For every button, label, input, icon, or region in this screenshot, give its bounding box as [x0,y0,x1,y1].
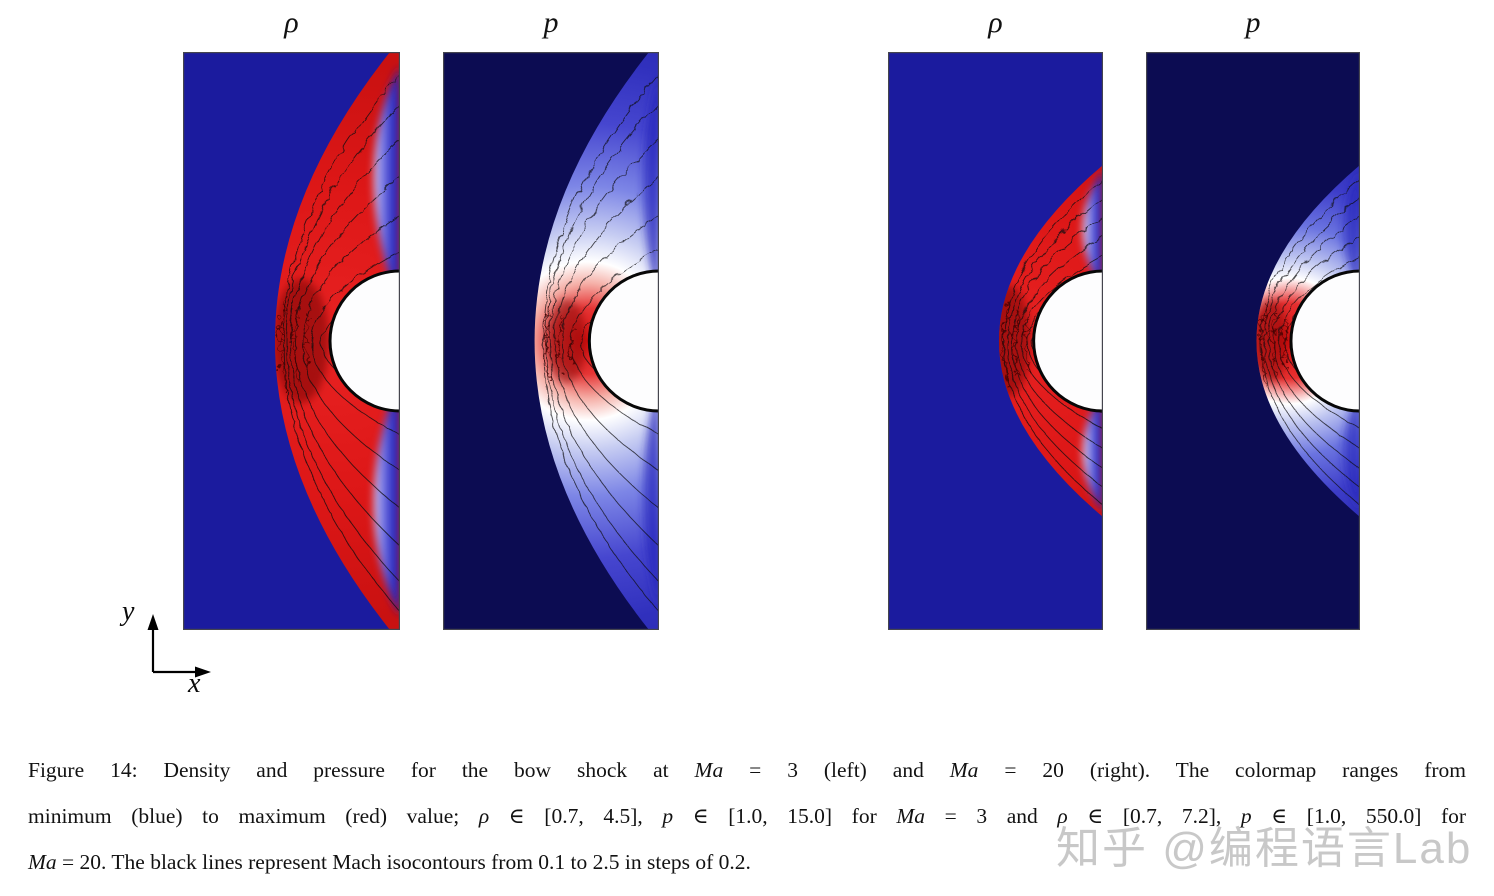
downstream-deepblue-top [642,74,659,302]
body-disc [1289,269,1360,413]
panel-density-ma3 [183,52,400,630]
panel-border [443,52,659,630]
panel-pressure-ma3 [443,52,659,630]
figure-caption: Figure 14: Density and pressure for the … [28,747,1466,885]
x-axis-arrowhead-icon [195,666,211,678]
body-disc [587,269,659,413]
y-axis-label: y [122,596,135,627]
body-disc [1032,269,1103,413]
stagnation-contour-noise [999,296,1026,386]
panel-border [888,52,1103,630]
x-axis-label: x [188,668,201,699]
body-disc [328,269,400,413]
panel-title-pressure-ma20: p [1245,6,1261,39]
caption-line-1: Figure 14: Density and pressure for the … [28,758,1466,782]
panel-border [183,52,400,630]
downstream-expansion-top [1082,170,1103,290]
panel-pressure-ma20 [1146,52,1360,630]
mach-isocontours [281,69,400,613]
panel-border [1146,52,1360,630]
caption-line-3: Ma = 20. The black lines represent Mach … [28,850,751,874]
panel-title-density-ma3: ρ [284,6,299,39]
stagnation-contour-noise [276,291,308,391]
watermark: 知乎 @编程语言Lab [1056,824,1473,873]
y-axis-arrowhead-icon [147,614,159,630]
mach-isocontours [1258,176,1360,506]
panel-title-density-ma20: ρ [988,6,1003,39]
panel-title-pressure-ma3: p [543,6,559,39]
axes-indicator [147,614,211,678]
downstream-expansion-bottom [1082,392,1103,512]
caption-line-2: minimum (blue) to maximum (red) value; ρ… [28,804,1467,828]
downstream-deepblue-bottom [1342,394,1360,510]
stagnation-contour-noise [541,303,571,379]
panel-density-ma20 [888,52,1103,630]
stagnation-contour-noise [1257,299,1284,383]
downstream-deepblue-top [1342,172,1360,288]
downstream-deepblue-bottom [642,380,659,608]
stagnation-dark-region [998,286,1031,396]
